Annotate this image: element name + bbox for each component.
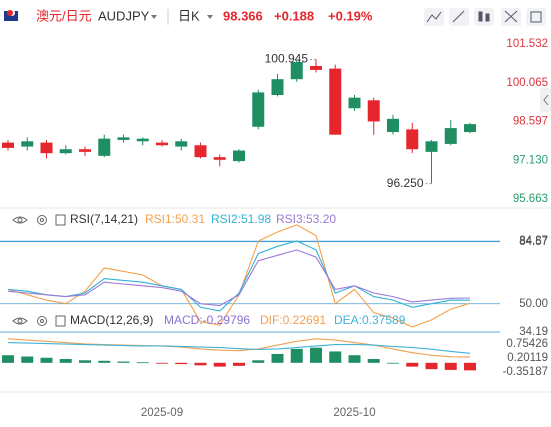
macd-bar [367, 359, 380, 363]
candle-body [387, 118, 399, 133]
candle-body [406, 129, 419, 150]
y-tick-label: 50.00 [519, 298, 548, 310]
candle-body [310, 65, 322, 70]
candle-body [290, 61, 303, 80]
instrument-name[interactable]: 澳元/日元 [36, 8, 92, 23]
macd-bar [425, 362, 438, 370]
macd-bar [117, 361, 130, 363]
candle-body [98, 138, 111, 156]
y-tick-label: 95.663 [513, 193, 548, 205]
macd-bar [233, 362, 245, 366]
candle-body [329, 68, 342, 135]
change: +0.188 [274, 8, 314, 23]
legend-entry: DIF:0.22691 [260, 313, 326, 327]
candle-body [79, 149, 91, 152]
macd-bar [40, 357, 53, 363]
macd-bar [290, 348, 303, 363]
y-tick-label: 97.130 [513, 154, 548, 166]
y-tick-label: 34.19 [519, 326, 548, 338]
candle-body [136, 138, 149, 142]
x-tick-label: 2025-10 [333, 407, 375, 419]
legend-entry: RSI3:53.20 [276, 212, 336, 226]
y-tick-label: 84.57 [519, 236, 548, 248]
macd-bar [310, 347, 322, 363]
toolbar[interactable] [424, 8, 546, 26]
candle-body [40, 142, 53, 154]
candle-body [175, 141, 188, 147]
y-tick-label: -0.35187 [503, 366, 548, 378]
macd-bar [98, 360, 111, 363]
y-tick-label: 0.20119 [507, 352, 548, 364]
period[interactable]: 日K [178, 8, 200, 23]
annotation: 96.250 [387, 176, 424, 190]
macd-bar [194, 362, 207, 366]
macd-bar [2, 355, 14, 363]
change-percent: +0.19% [328, 8, 373, 23]
candle-body [271, 79, 284, 96]
macd-bar [156, 362, 168, 364]
instrument-symbol[interactable]: AUDJPY [98, 8, 150, 23]
macd-bar [79, 360, 91, 363]
rsi-line [7, 249, 471, 307]
macd-bar [59, 359, 72, 363]
macd-bar [136, 362, 149, 364]
macd-bar [464, 362, 476, 371]
legend-entry: RSI1:50.31 [145, 212, 205, 226]
candle-body [425, 141, 438, 152]
macd-bar [387, 362, 399, 364]
candle-body [367, 100, 380, 122]
macd-bar [21, 356, 34, 363]
macd-bar [175, 362, 188, 365]
candle-body [2, 142, 14, 148]
y-tick-label: 98.597 [513, 116, 548, 128]
candle-body [252, 92, 265, 127]
macd-bar [252, 360, 265, 363]
rsi-icons[interactable] [12, 214, 66, 226]
y-tick-label: 0.75426 [506, 338, 548, 350]
macd-line [7, 338, 471, 358]
y-tick-label: 100.065 [506, 77, 548, 89]
flag-icon [4, 10, 18, 21]
candle-body [233, 150, 245, 162]
candle-body [117, 137, 130, 140]
candle-body [21, 141, 34, 147]
candle-body [213, 157, 226, 160]
dropdown-arrow[interactable] [151, 15, 157, 19]
annotation: 100.945 [265, 52, 309, 66]
price: 98.366 [223, 8, 263, 23]
legend-entry: DEA:0.37589 [334, 313, 406, 327]
macd-line [7, 342, 471, 354]
macd-icons[interactable] [12, 315, 66, 327]
dropdown-arrow[interactable] [207, 15, 213, 19]
macd-bar [444, 362, 457, 370]
collapse-button[interactable] [540, 88, 551, 112]
macd-bar [213, 362, 226, 367]
indicator-title: RSI(7,14,21) [70, 212, 138, 226]
macd-bar [348, 355, 361, 363]
x-tick-label: 2025-09 [141, 407, 183, 419]
macd-bar [271, 353, 284, 363]
legend-entry: MACD:-0.29796 [164, 313, 250, 327]
candle-body [348, 97, 361, 109]
candle-body [59, 149, 72, 154]
y-tick-label: 84.87 [519, 235, 548, 247]
rsi-line [7, 240, 471, 312]
macd-bar [329, 351, 342, 363]
candle-body [156, 142, 168, 146]
indicator-title: MACD(12,26,9) [70, 313, 153, 327]
candle-body [444, 128, 457, 144]
y-tick-label: 101.532 [506, 38, 548, 50]
legend-entry: RSI2:51.98 [211, 212, 271, 226]
candle-body [464, 124, 476, 133]
candle-body [194, 145, 207, 158]
macd-bar [406, 362, 419, 367]
